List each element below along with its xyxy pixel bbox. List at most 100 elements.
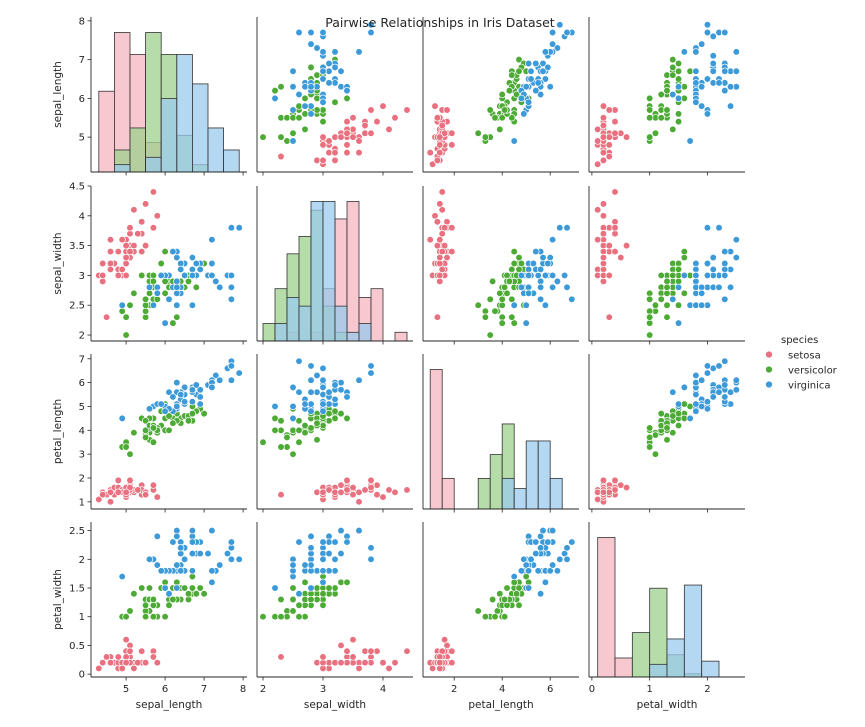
point-virginica-29	[208, 271, 216, 280]
point-virginica-4	[541, 75, 550, 83]
point-virginica-41	[721, 265, 729, 274]
legend-label-virginica: virginica	[788, 381, 831, 392]
panel-sepal_width-vs-sepal_length: 2 2.5 3 3.5 4 4.5 sepal_width	[52, 182, 247, 345]
point-virginica-47	[703, 75, 712, 83]
point-setosa-49	[599, 253, 608, 262]
hist-bar-versicolor-petal_width-3	[649, 587, 668, 678]
point-versicolor-10	[259, 613, 267, 621]
point-versicolor-47	[505, 277, 514, 286]
y-axis-label-sepal_width: sepal_width	[52, 232, 64, 294]
point-setosa-46	[367, 129, 375, 137]
point-virginica-25	[692, 259, 700, 268]
point-setosa-33	[436, 200, 444, 208]
point-versicolor-17	[646, 424, 654, 432]
point-versicolor-42	[657, 295, 665, 303]
point-setosa-45	[436, 141, 444, 149]
point-virginica-30	[548, 40, 557, 48]
point-versicolor-14	[488, 595, 497, 604]
point-setosa-42	[99, 259, 107, 268]
point-virginica-37	[534, 79, 542, 87]
point-virginica-37	[177, 265, 185, 274]
point-virginica-29	[319, 383, 327, 392]
point-virginica-29	[541, 48, 550, 56]
point-setosa-49	[599, 488, 608, 496]
point-virginica-24	[709, 253, 717, 262]
point-virginica-23	[173, 289, 181, 297]
point-virginica-31	[235, 369, 243, 377]
point-setosa-44	[367, 476, 375, 485]
point-virginica-8	[188, 567, 197, 575]
hist-bar-virginica-sepal_width-1	[274, 323, 288, 342]
point-virginica-31	[556, 224, 564, 232]
point-virginica-19	[271, 584, 279, 592]
point-virginica-7	[692, 371, 700, 380]
point-setosa-47	[331, 488, 339, 496]
point-versicolor-33	[161, 289, 169, 297]
point-setosa-21	[611, 230, 619, 238]
point-virginica-22	[703, 362, 712, 370]
point-virginica-35	[319, 28, 327, 37]
point-versicolor-17	[301, 613, 309, 621]
point-setosa-37	[118, 236, 126, 244]
point-versicolor-17	[500, 613, 509, 621]
point-setosa-31	[138, 647, 146, 655]
point-virginica-37	[692, 265, 700, 274]
point-virginica-33	[307, 584, 315, 592]
x-tick-label: 2	[260, 684, 266, 695]
point-virginica-38	[161, 407, 169, 415]
point-setosa-16	[373, 491, 381, 499]
point-versicolor-8	[184, 277, 193, 286]
point-virginica-7	[553, 277, 562, 286]
point-versicolor-40	[295, 417, 303, 425]
point-virginica-35	[319, 376, 327, 384]
legend-marker-setosa	[765, 350, 773, 359]
y-tick-label: 7	[79, 55, 85, 66]
point-virginica-29	[319, 48, 327, 56]
point-virginica-9	[355, 526, 363, 535]
point-virginica-22	[563, 28, 571, 37]
point-setosa-16	[433, 218, 442, 226]
hist-bar-virginica-sepal_length-5	[176, 54, 193, 173]
legend-label-versicolor: versicolor	[788, 366, 838, 377]
point-versicolor-10	[122, 331, 130, 339]
point-setosa-48	[438, 230, 446, 238]
point-setosa-34	[325, 658, 333, 667]
point-setosa-44	[611, 224, 619, 232]
point-virginica-38	[692, 407, 700, 415]
point-virginica-39	[532, 59, 540, 68]
point-virginica-30	[698, 283, 706, 291]
point-setosa-37	[355, 488, 363, 496]
point-setosa-21	[126, 230, 134, 238]
point-versicolor-39	[141, 301, 150, 309]
point-setosa-40	[349, 653, 357, 661]
point-versicolor-36	[674, 265, 683, 274]
point-setosa-45	[605, 271, 613, 280]
point-setosa-22	[426, 148, 434, 157]
point-versicolor-40	[508, 114, 516, 122]
point-versicolor-39	[498, 301, 506, 309]
point-versicolor-36	[325, 584, 333, 592]
point-virginica-5	[560, 271, 569, 280]
point-setosa-47	[106, 658, 115, 667]
point-setosa-43	[122, 241, 130, 250]
point-versicolor-40	[508, 295, 516, 303]
point-setosa-49	[122, 658, 130, 667]
point-versicolor-39	[663, 301, 671, 309]
point-versicolor-34	[138, 584, 146, 592]
point-versicolor-25	[669, 71, 677, 79]
point-setosa-18	[367, 106, 375, 114]
point-setosa-35	[122, 259, 130, 268]
point-setosa-47	[436, 148, 444, 157]
point-virginica-19	[674, 94, 683, 103]
point-versicolor-42	[153, 295, 161, 303]
point-versicolor-47	[313, 419, 321, 427]
hist-bar-virginica-sepal_length-8	[223, 149, 240, 173]
point-versicolor-16	[145, 584, 154, 592]
point-virginica-19	[522, 319, 530, 327]
point-virginica-17	[563, 224, 571, 232]
point-setosa-39	[343, 486, 351, 494]
hist-bar-virginica-sepal_width-8	[358, 323, 372, 342]
point-versicolor-14	[663, 436, 671, 444]
point-virginica-43	[331, 538, 339, 546]
point-versicolor-26	[192, 283, 200, 291]
